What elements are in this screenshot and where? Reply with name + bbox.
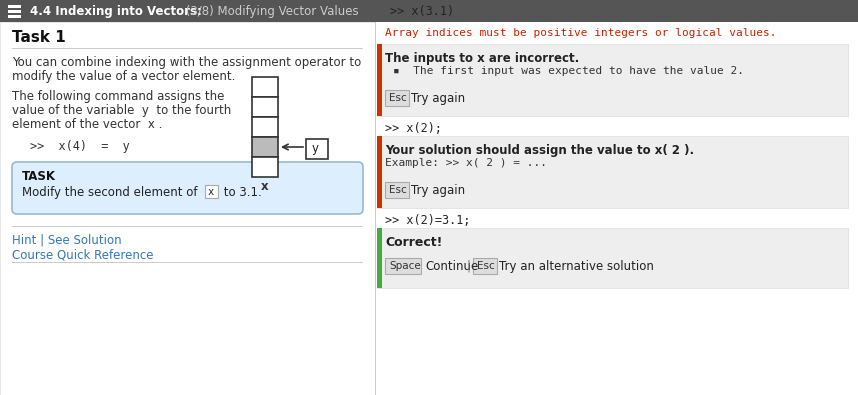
Bar bbox=[377, 44, 848, 116]
Bar bbox=[8, 5, 21, 8]
Bar bbox=[375, 22, 858, 395]
Text: 4.4 Indexing into Vectors:: 4.4 Indexing into Vectors: bbox=[30, 4, 202, 17]
Bar bbox=[252, 97, 278, 117]
Text: Esc: Esc bbox=[389, 185, 407, 195]
Text: x: x bbox=[208, 187, 214, 197]
Text: ▪  The first input was expected to have the value 2.: ▪ The first input was expected to have t… bbox=[393, 66, 744, 76]
Text: |: | bbox=[467, 260, 471, 273]
Text: modify the value of a vector element.: modify the value of a vector element. bbox=[12, 70, 235, 83]
Bar bbox=[252, 137, 278, 157]
Bar bbox=[385, 258, 421, 274]
Text: Example: >> x( 2 ) = ...: Example: >> x( 2 ) = ... bbox=[385, 158, 547, 168]
Text: Esc: Esc bbox=[477, 261, 495, 271]
Text: (3/8) Modifying Vector Values: (3/8) Modifying Vector Values bbox=[182, 4, 359, 17]
Text: You can combine indexing with the assignment operator to: You can combine indexing with the assign… bbox=[12, 56, 361, 69]
Text: The following command assigns the: The following command assigns the bbox=[12, 90, 225, 103]
Bar bbox=[377, 136, 848, 208]
Text: Continue: Continue bbox=[425, 260, 478, 273]
Text: element of the vector  x .: element of the vector x . bbox=[12, 118, 162, 131]
Text: Esc: Esc bbox=[389, 93, 407, 103]
Text: Try again: Try again bbox=[411, 184, 465, 197]
Bar bbox=[385, 90, 409, 106]
Bar bbox=[375, 22, 376, 395]
Bar bbox=[12, 48, 363, 49]
Text: >> x(2);: >> x(2); bbox=[385, 122, 442, 135]
Text: >> x(3.1): >> x(3.1) bbox=[390, 4, 454, 17]
Bar bbox=[252, 157, 278, 177]
Text: Modify the second element of: Modify the second element of bbox=[22, 186, 202, 199]
Text: Course Quick Reference: Course Quick Reference bbox=[12, 248, 154, 261]
Text: y: y bbox=[312, 142, 319, 155]
Bar bbox=[8, 10, 21, 13]
Bar bbox=[377, 228, 382, 288]
Bar bbox=[252, 77, 278, 97]
Bar bbox=[377, 228, 848, 288]
Text: TASK: TASK bbox=[22, 170, 56, 183]
Text: Correct!: Correct! bbox=[385, 236, 443, 249]
Bar bbox=[377, 136, 382, 208]
Bar bbox=[12, 226, 363, 227]
FancyBboxPatch shape bbox=[12, 162, 363, 214]
Text: Hint | See Solution: Hint | See Solution bbox=[12, 234, 122, 247]
Text: >> x(2)=3.1;: >> x(2)=3.1; bbox=[385, 214, 470, 227]
Bar bbox=[252, 117, 278, 137]
Bar bbox=[12, 262, 363, 263]
Text: Try again: Try again bbox=[411, 92, 465, 105]
Bar bbox=[0, 22, 375, 395]
Bar bbox=[306, 139, 328, 159]
Bar bbox=[385, 182, 409, 198]
Text: Your solution should assign the value to x( 2 ).: Your solution should assign the value to… bbox=[385, 144, 694, 157]
Bar bbox=[205, 185, 218, 198]
Text: Try an alternative solution: Try an alternative solution bbox=[499, 260, 654, 273]
Text: x: x bbox=[261, 180, 269, 193]
Bar bbox=[377, 44, 382, 116]
Text: >>  x(4)  =  y: >> x(4) = y bbox=[30, 140, 130, 153]
Text: Task 1: Task 1 bbox=[12, 30, 66, 45]
Text: Array indices must be positive integers or logical values.: Array indices must be positive integers … bbox=[385, 28, 776, 38]
Text: value of the variable  y  to the fourth: value of the variable y to the fourth bbox=[12, 104, 232, 117]
Text: The inputs to x are incorrect.: The inputs to x are incorrect. bbox=[385, 52, 579, 65]
Bar bbox=[8, 15, 21, 17]
Text: Space: Space bbox=[389, 261, 420, 271]
Text: to 3.1.: to 3.1. bbox=[220, 186, 262, 199]
Bar bbox=[0, 0, 858, 22]
Bar bbox=[473, 258, 497, 274]
